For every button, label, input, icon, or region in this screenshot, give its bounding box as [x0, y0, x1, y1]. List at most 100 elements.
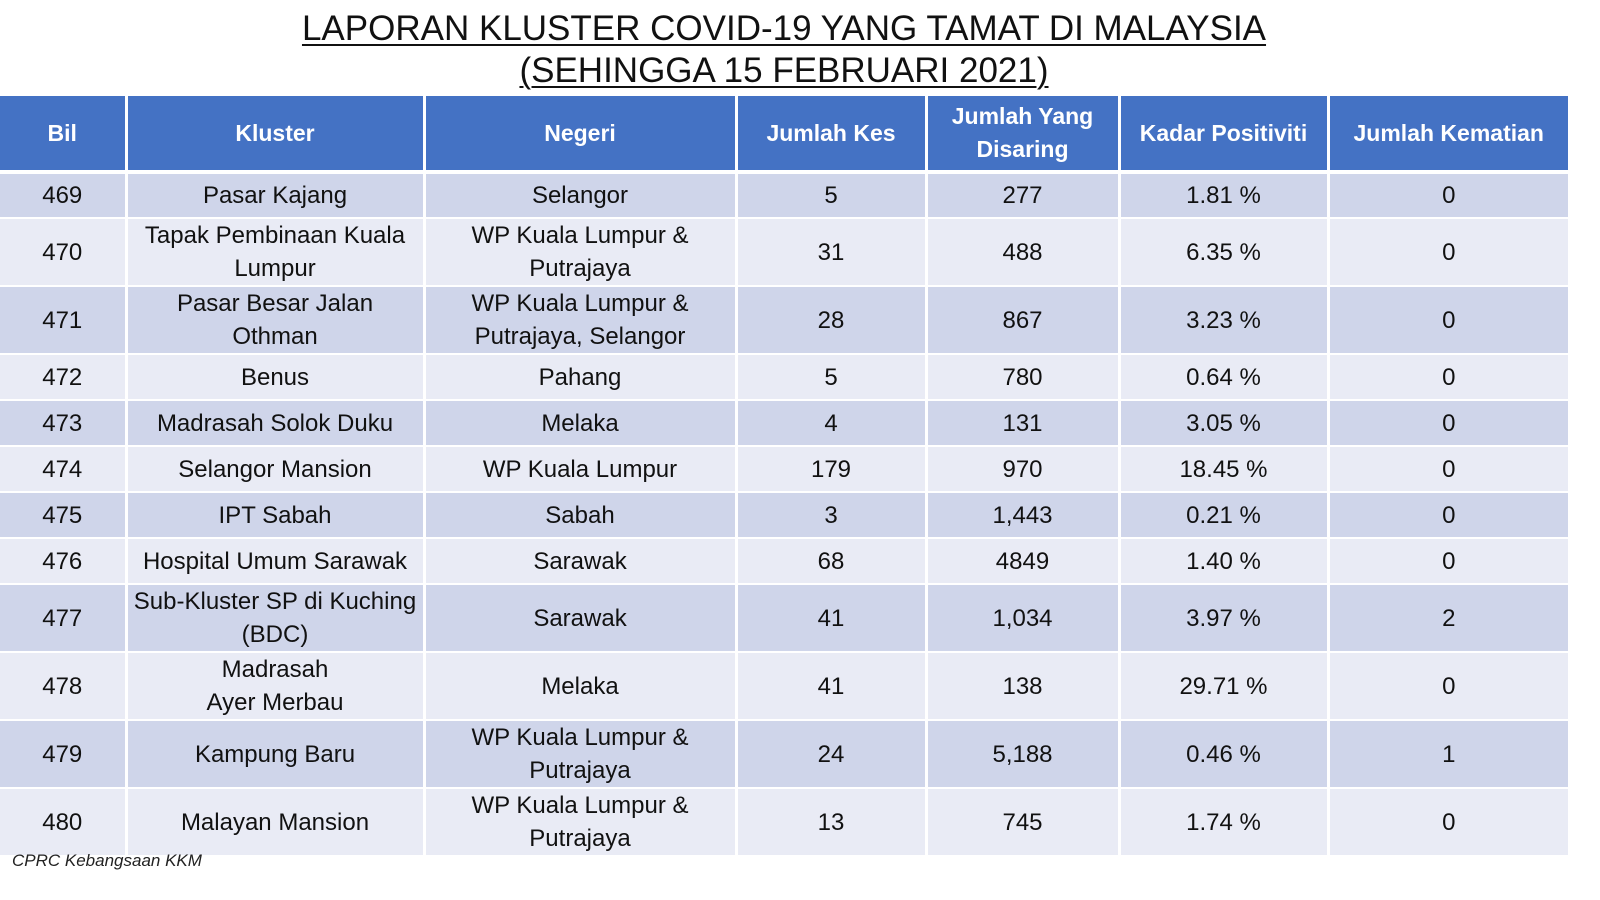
cell-negeri-line: WP Kuala Lumpur &	[471, 792, 689, 819]
cell-kadar-positiviti: 18.45 %	[1119, 446, 1330, 493]
cell-bil: 471	[0, 286, 128, 355]
cell-jumlah-kematian: 0	[1328, 400, 1568, 447]
table-row: 478 Madrasah Ayer Merbau Melaka 41 138 29.71 %…	[0, 652, 1568, 721]
table-row: 470 Tapak Pembinaan Kuala Lumpur WP Kuala L…	[0, 218, 1568, 287]
cell-negeri: WP Kuala Lumpur & Putrajaya	[424, 218, 738, 287]
cell-jumlah-disaring: 745	[926, 788, 1121, 857]
cell-jumlah-disaring: 867	[926, 286, 1121, 355]
cell-negeri: Melaka	[424, 400, 738, 447]
cell-kluster: Sub-Kluster SP di Kuching (BDC)	[126, 584, 426, 653]
cell-kluster-line: Madrasah	[221, 656, 329, 683]
cell-negeri: WP Kuala Lumpur & Putrajaya	[424, 788, 738, 857]
cell-kluster: Pasar Kajang	[126, 172, 426, 219]
cell-bil: 469	[0, 172, 128, 219]
cell-kadar-positiviti: 1.81 %	[1119, 172, 1330, 219]
cell-negeri: Sabah	[424, 492, 738, 539]
cell-jumlah-kematian: 0	[1328, 652, 1568, 721]
cell-kluster-line: Pasar Besar Jalan Othman	[176, 290, 374, 350]
cell-jumlah-kematian: 0	[1328, 492, 1568, 539]
report-title: LAPORAN KLUSTER COVID-19 YANG TAMAT DI M…	[0, 8, 1568, 92]
cell-negeri: Selangor	[424, 172, 738, 219]
cell-kadar-positiviti: 29.71 %	[1119, 652, 1330, 721]
cell-kluster: Benus	[126, 354, 426, 401]
cell-kluster-line: Benus	[240, 363, 310, 391]
title-line-2: (SEHINGGA 15 FEBRUARI 2021)	[519, 51, 1049, 90]
cell-jumlah-kematian: 1	[1328, 720, 1568, 789]
cell-jumlah-disaring: 4849	[926, 538, 1121, 585]
table-row: 479 Kampung Baru WP Kuala Lumpur & Putrajay…	[0, 720, 1568, 789]
cell-negeri: Sarawak	[424, 538, 738, 585]
header-row: Bil Kluster Negeri Jumlah Kes Jumlah Yan…	[0, 96, 1568, 174]
cell-jumlah-disaring: 5,188	[926, 720, 1121, 789]
cell-jumlah-kes: 13	[736, 788, 928, 857]
cell-kadar-positiviti: 1.74 %	[1119, 788, 1330, 857]
cell-jumlah-disaring: 138	[926, 652, 1121, 721]
cell-kluster-line: Madrasah Solok Duku	[156, 409, 394, 437]
header-bil: Bil	[0, 96, 128, 174]
cell-bil: 470	[0, 218, 128, 287]
footer-source: CPRC Kebangsaan KKM	[12, 851, 202, 870]
cell-negeri: WP Kuala Lumpur & Putrajaya, Selangor	[424, 286, 738, 355]
cell-negeri-line: Melaka	[541, 409, 619, 437]
cell-jumlah-kes: 5	[736, 354, 928, 401]
cell-kadar-positiviti: 0.21 %	[1119, 492, 1330, 539]
table-body: 469 Pasar Kajang Selangor 5 277 1.81 % 0 470 Tap…	[0, 172, 1568, 857]
table-row: 469 Pasar Kajang Selangor 5 277 1.81 % 0	[0, 172, 1568, 219]
cell-negeri-line: Sabah	[545, 501, 615, 529]
cell-kluster-line: Tapak Pembinaan Kuala	[144, 222, 406, 249]
cell-jumlah-disaring: 131	[926, 400, 1121, 447]
cell-kluster-line: Lumpur	[234, 255, 316, 282]
cell-jumlah-kematian: 0	[1328, 286, 1568, 355]
cell-jumlah-kematian: 0	[1328, 354, 1568, 401]
cluster-table: Bil Kluster Negeri Jumlah Kes Jumlah Yan…	[0, 96, 1568, 857]
cell-kluster: Madrasah Ayer Merbau	[126, 652, 426, 721]
cell-kluster-line: Malayan Mansion	[180, 808, 370, 836]
cell-jumlah-kematian: 0	[1328, 788, 1568, 857]
cell-bil: 472	[0, 354, 128, 401]
cell-jumlah-disaring: 277	[926, 172, 1121, 219]
cell-negeri: Sarawak	[424, 584, 738, 653]
title-line-1: LAPORAN KLUSTER COVID-19 YANG TAMAT DI M…	[301, 9, 1267, 48]
cell-negeri-line: Sarawak	[533, 604, 627, 632]
cell-kluster-line: Ayer Merbau	[206, 689, 344, 716]
cell-kluster-line: (BDC)	[241, 621, 309, 648]
cell-kluster-line: Kampung Baru	[194, 740, 356, 768]
header-jumlah-kematian: Jumlah Kematian	[1328, 96, 1568, 174]
cell-bil: 476	[0, 538, 128, 585]
cell-jumlah-kematian: 0	[1328, 446, 1568, 493]
cell-bil: 477	[0, 584, 128, 653]
table-row: 474 Selangor Mansion WP Kuala Lumpur 179 970…	[0, 446, 1568, 493]
table-row: 475 IPT Sabah Sabah 3 1,443 0.21 % 0	[0, 492, 1568, 539]
header-jumlah-disaring-line1: Jumlah Yang	[951, 103, 1094, 129]
cell-kluster: Madrasah Solok Duku	[126, 400, 426, 447]
cell-negeri-line: Pahang	[538, 363, 622, 391]
cell-jumlah-kematian: 2	[1328, 584, 1568, 653]
cell-bil: 479	[0, 720, 128, 789]
cell-kadar-positiviti: 3.97 %	[1119, 584, 1330, 653]
cell-kadar-positiviti: 3.05 %	[1119, 400, 1330, 447]
table-row: 471 Pasar Besar Jalan Othman WP Kuala Lump…	[0, 286, 1568, 355]
header-kadar-positiviti: Kadar Positiviti	[1119, 96, 1330, 174]
header-kluster: Kluster	[126, 96, 426, 174]
header-negeri: Negeri	[424, 96, 738, 174]
header-jumlah-disaring-line2: Disaring	[976, 136, 1069, 162]
cell-negeri-line: Selangor	[531, 182, 629, 209]
cell-jumlah-kes: 3	[736, 492, 928, 539]
cell-negeri-line: Putrajaya	[529, 255, 631, 282]
header-jumlah-disaring: Jumlah Yang Disaring	[926, 96, 1121, 174]
cell-jumlah-kes: 4	[736, 400, 928, 447]
cell-kluster: Hospital Umum Sarawak	[126, 538, 426, 585]
cell-negeri-line: WP Kuala Lumpur &	[471, 290, 689, 317]
cell-jumlah-disaring: 1,443	[926, 492, 1121, 539]
table-row: 473 Madrasah Solok Duku Melaka 4 131 3.05 % 0	[0, 400, 1568, 447]
cell-kluster: IPT Sabah	[126, 492, 426, 539]
cell-kluster-line: Sub-Kluster SP di Kuching	[133, 588, 417, 615]
table-header: Bil Kluster Negeri Jumlah Kes Jumlah Yan…	[0, 96, 1568, 174]
cell-bil: 473	[0, 400, 128, 447]
cell-jumlah-kes: 68	[736, 538, 928, 585]
cell-jumlah-kes: 24	[736, 720, 928, 789]
cell-negeri-line: Sarawak	[533, 547, 627, 575]
cell-kluster: Pasar Besar Jalan Othman	[126, 286, 426, 355]
cell-jumlah-kes: 41	[736, 584, 928, 653]
table-row: 480 Malayan Mansion WP Kuala Lumpur & Putra…	[0, 788, 1568, 857]
